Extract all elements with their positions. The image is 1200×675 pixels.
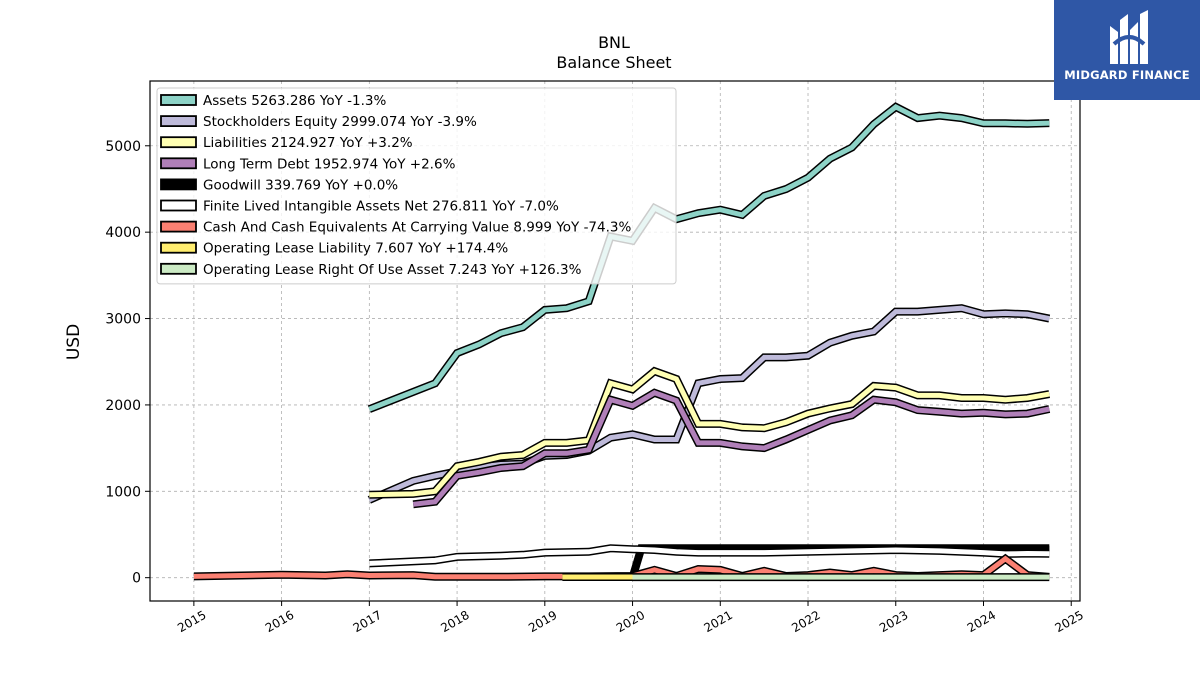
series-5 <box>369 544 1050 568</box>
x-tick-label: 2015 <box>175 608 208 635</box>
chart-subtitle: Balance Sheet <box>556 53 671 72</box>
legend-item: Finite Lived Intangible Assets Net 276.8… <box>160 199 559 215</box>
legend-label: Liabilities 2124.927 YoY +3.2% <box>203 135 413 151</box>
y-tick-label: 3000 <box>105 312 141 328</box>
x-tick-label: 2022 <box>789 608 822 635</box>
brand-name: MIDGARD FINANCE <box>1064 68 1190 82</box>
series-3 <box>412 388 1051 509</box>
legend-box <box>156 87 677 285</box>
x-tick-label: 2024 <box>965 608 998 635</box>
legend-item: Cash And Cash Equivalents At Carrying Va… <box>160 220 631 236</box>
x-axis: 2015 2016 2017 2018 2019 2020 2021 2022 2023 2024… <box>175 601 1086 635</box>
y-axis: 0 1000 2000 3000 4000 5000 <box>105 139 150 587</box>
series-0 <box>367 102 1050 413</box>
y-tick-label: 1000 <box>105 484 141 500</box>
x-tick-label: 2023 <box>877 608 910 635</box>
legend-label: Goodwill 339.769 YoY +0.0% <box>203 177 398 193</box>
legend-label: Finite Lived Intangible Assets Net 276.8… <box>203 199 559 215</box>
legend-swatch <box>160 241 197 254</box>
plot-frame <box>149 80 1081 602</box>
x-tick-label: 2016 <box>263 608 296 635</box>
legend-label: Long Term Debt 1952.974 YoY +2.6% <box>203 156 456 172</box>
legend-label: Assets 5263.286 YoY -1.3% <box>203 93 387 109</box>
series-line-outline <box>412 388 1051 509</box>
midgard-m-logo-icon <box>1110 10 1148 64</box>
x-tick-label: 2020 <box>614 608 647 635</box>
series-2 <box>369 366 1051 499</box>
y-tick-label: 5000 <box>105 139 141 155</box>
legend-item: Liabilities 2124.927 YoY +3.2% <box>160 135 413 151</box>
series-line <box>369 368 1050 498</box>
legend-item: Long Term Debt 1952.974 YoY +2.6% <box>160 156 456 172</box>
x-tick-label: 2021 <box>702 608 735 635</box>
x-tick-label: 2025 <box>1052 608 1085 635</box>
series-line <box>368 103 1050 412</box>
legend-label: Stockholders Equity 2999.074 YoY -3.9% <box>203 114 477 130</box>
legend-item: Goodwill 339.769 YoY +0.0% <box>160 177 398 193</box>
legend-label: Operating Lease Liability 7.607 YoY +174… <box>203 241 508 257</box>
legend-swatch <box>160 115 197 127</box>
legend-swatch <box>160 94 197 106</box>
legend-swatch <box>160 220 197 233</box>
legend-item: Stockholders Equity 2999.074 YoY -3.9% <box>160 114 477 130</box>
legend-label: Cash And Cash Equivalents At Carrying Va… <box>203 220 631 236</box>
legend-swatch <box>160 178 197 191</box>
legend-item: Operating Lease Right Of Use Asset 7.243… <box>160 262 582 278</box>
y-tick-label: 0 <box>132 571 141 587</box>
legend-swatch <box>160 262 197 275</box>
y-tick-label: 4000 <box>105 225 141 241</box>
x-tick-label: 2018 <box>438 608 471 635</box>
legend: Assets 5263.286 YoY -1.3% Stockholders Eq… <box>156 87 677 285</box>
legend-item: Operating Lease Liability 7.607 YoY +174… <box>160 241 508 257</box>
legend-swatch <box>160 199 197 212</box>
x-tick-label: 2017 <box>351 608 384 635</box>
series-line <box>369 545 1050 566</box>
x-tick-label: 2019 <box>526 608 559 635</box>
series-layer <box>193 102 1051 582</box>
legend-swatch <box>160 157 197 170</box>
legend-item: Assets 5263.286 YoY -1.3% <box>160 93 387 109</box>
legend-swatch <box>160 136 197 149</box>
brand-logo: MIDGARD FINANCE <box>1054 0 1200 100</box>
y-axis-label: USD <box>64 324 84 360</box>
y-tick-label: 2000 <box>105 398 141 414</box>
series-line <box>412 390 1050 507</box>
chart-title: BNL <box>598 33 630 52</box>
legend-label: Operating Lease Right Of Use Asset 7.243… <box>203 262 582 278</box>
